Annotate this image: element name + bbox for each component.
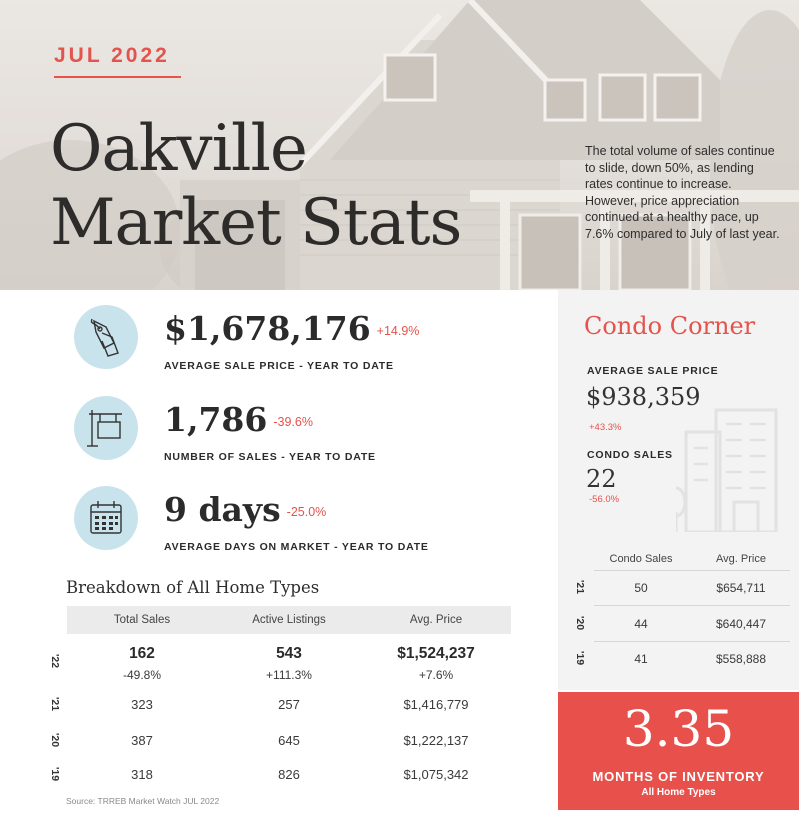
condo-avg-price-value: $938,359: [586, 383, 701, 411]
table-cell: $558,888: [715, 652, 767, 666]
for-sale-sign-icon: [87, 410, 122, 447]
table-cell: 645: [278, 733, 300, 748]
row-year: '22: [49, 653, 61, 669]
inventory-value: 3.35: [622, 700, 735, 758]
kpi-change: -39.6%: [273, 415, 313, 429]
page-title-line-1: Oakville: [50, 112, 308, 186]
condo-column-header-sales: Condo Sales: [609, 553, 673, 565]
table-cell: $1,222,137: [403, 733, 469, 748]
page-title-line-2: Market Stats: [50, 186, 462, 260]
month-underline: [54, 76, 181, 78]
table-cell: 318: [131, 767, 153, 782]
condo-avg-price-label: AVERAGE SALE PRICE: [587, 365, 719, 377]
kpi-value: 9 days -25.0%: [164, 490, 326, 529]
house-photo: [0, 0, 799, 290]
table-cell-change: -49.8%: [122, 668, 162, 682]
inventory-sublabel: All Home Types: [641, 787, 716, 798]
breakdown-title: Breakdown of All Home Types: [66, 578, 320, 597]
table-cell: $654,711: [716, 581, 766, 595]
page-title: Oakville Market Stats: [50, 112, 462, 260]
report-month: JUL 2022: [54, 44, 170, 67]
divider: [594, 641, 790, 642]
building-icon: [676, 408, 778, 532]
row-year: '20: [49, 732, 61, 748]
row-year: '19: [574, 650, 586, 666]
market-summary: The total volume of sales continue to sl…: [585, 144, 780, 241]
row-year: '19: [49, 766, 61, 782]
kpi-value-text: 9 days: [164, 490, 281, 529]
table-cell: 162: [129, 645, 155, 662]
table-cell: 50: [634, 581, 648, 595]
table-cell: 257: [278, 697, 300, 712]
divider: [594, 570, 790, 571]
kpi-change: +14.9%: [376, 324, 420, 338]
condo-avg-price-change: +43.3%: [589, 422, 622, 433]
column-header-active-listings: Active Listings: [252, 614, 326, 626]
table-cell: 543: [276, 645, 302, 662]
kpi-change: -25.0%: [286, 505, 327, 519]
condo-sales-change: -56.0%: [589, 494, 620, 505]
column-header-total-sales: Total Sales: [113, 614, 171, 626]
kpi-label: AVERAGE SALE PRICE - YEAR TO DATE: [164, 360, 394, 372]
kpi-value: $1,678,176 +14.9%: [164, 309, 419, 348]
source-note: Source: TRREB Market Watch JUL 2022: [66, 796, 220, 806]
kpi-label: AVERAGE DAYS ON MARKET - YEAR TO DATE: [164, 541, 429, 553]
calendar-icon: [90, 501, 122, 534]
condo-sales-value: 22: [586, 465, 617, 493]
kpi-value-text: 1,786: [164, 400, 268, 439]
table-cell-change: +7.6%: [418, 668, 454, 682]
table-cell: $1,416,779: [403, 697, 469, 712]
kpi-icon-circle: [74, 305, 138, 369]
table-cell: 44: [634, 617, 648, 631]
kpi-icon-circle: [74, 396, 138, 460]
kpi-value: 1,786 -39.6%: [164, 400, 313, 439]
row-year: '21: [49, 696, 61, 712]
condo-corner-panel: [558, 290, 799, 690]
table-cell: 387: [131, 733, 153, 748]
inventory-panel: [558, 692, 799, 810]
condo-corner-title: Condo Corner: [584, 312, 756, 340]
condo-sales-label: CONDO SALES: [587, 449, 673, 461]
table-cell: $640,447: [715, 617, 767, 631]
table-cell: 323: [131, 697, 153, 712]
table-cell: 826: [278, 767, 300, 782]
table-cell: $1,075,342: [403, 767, 469, 782]
table-cell: $1,524,237: [397, 645, 475, 662]
inventory-label: MONTHS OF INVENTORY: [592, 769, 765, 784]
condo-column-header-avg-price: Avg. Price: [716, 553, 766, 565]
hero-banner: JUL 2022 Oakville Market Stats The total…: [0, 0, 799, 290]
row-year: '21: [574, 579, 586, 595]
kpi-label: NUMBER OF SALES - YEAR TO DATE: [164, 451, 376, 463]
table-cell-change: +111.3%: [266, 668, 312, 682]
row-year: '20: [574, 615, 586, 631]
kpi-icon-circle: [74, 486, 138, 550]
column-header-avg-price: Avg. Price: [409, 614, 463, 626]
kpi-value-text: $1,678,176: [164, 309, 371, 348]
table-cell: 41: [634, 652, 648, 666]
price-tag-icon: [90, 318, 119, 357]
divider: [594, 605, 790, 606]
breakdown-table-header: [67, 606, 511, 634]
